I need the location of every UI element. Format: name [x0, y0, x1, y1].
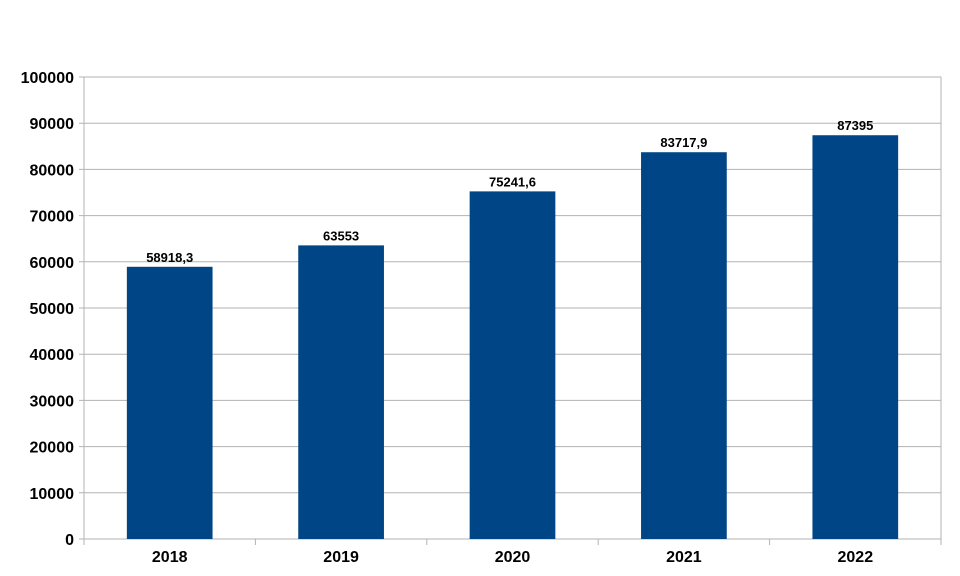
data-label: 75241,6: [489, 174, 536, 189]
x-axis-tick-labels: 2018 2019 2020 2021 2022: [152, 549, 873, 566]
y-tick-label: 20000: [30, 440, 75, 457]
data-label: 87395: [837, 118, 873, 133]
bars: [126, 135, 899, 540]
data-label: 63553: [323, 228, 359, 243]
y-axis-tick-labels: 0 10000 20000 30000 40000 50000 60000 70000 8000…: [21, 70, 74, 549]
data-label: 83717,9: [660, 135, 707, 150]
x-tick-label: 2018: [152, 549, 188, 566]
bar-2018: [126, 266, 213, 539]
bar-2022: [812, 135, 899, 539]
y-tick-label: 70000: [30, 209, 75, 226]
x-tick-label: 2021: [666, 549, 702, 566]
data-label: 58918,3: [146, 250, 193, 265]
axes: [83, 77, 942, 545]
bar-2021: [641, 152, 727, 539]
y-tick-label: 40000: [30, 347, 75, 364]
x-tick-label: 2022: [838, 549, 874, 566]
y-tick-label: 50000: [30, 301, 75, 318]
y-tick-label: 10000: [30, 486, 75, 503]
y-tick-label: 60000: [30, 255, 75, 272]
bar-2019: [298, 245, 384, 540]
y-tick-label: 0: [65, 532, 74, 549]
y-tick-label: 100000: [21, 70, 74, 87]
y-tick-label: 30000: [30, 393, 75, 410]
x-tick-label: 2019: [323, 549, 359, 566]
y-tick-label: 80000: [30, 162, 75, 179]
data-labels: 58918,3 63553 75241,6 83717,9 87395: [146, 118, 873, 265]
bar-2020: [469, 191, 556, 540]
y-tick-label: 90000: [30, 116, 75, 133]
x-tick-label: 2020: [495, 549, 531, 566]
